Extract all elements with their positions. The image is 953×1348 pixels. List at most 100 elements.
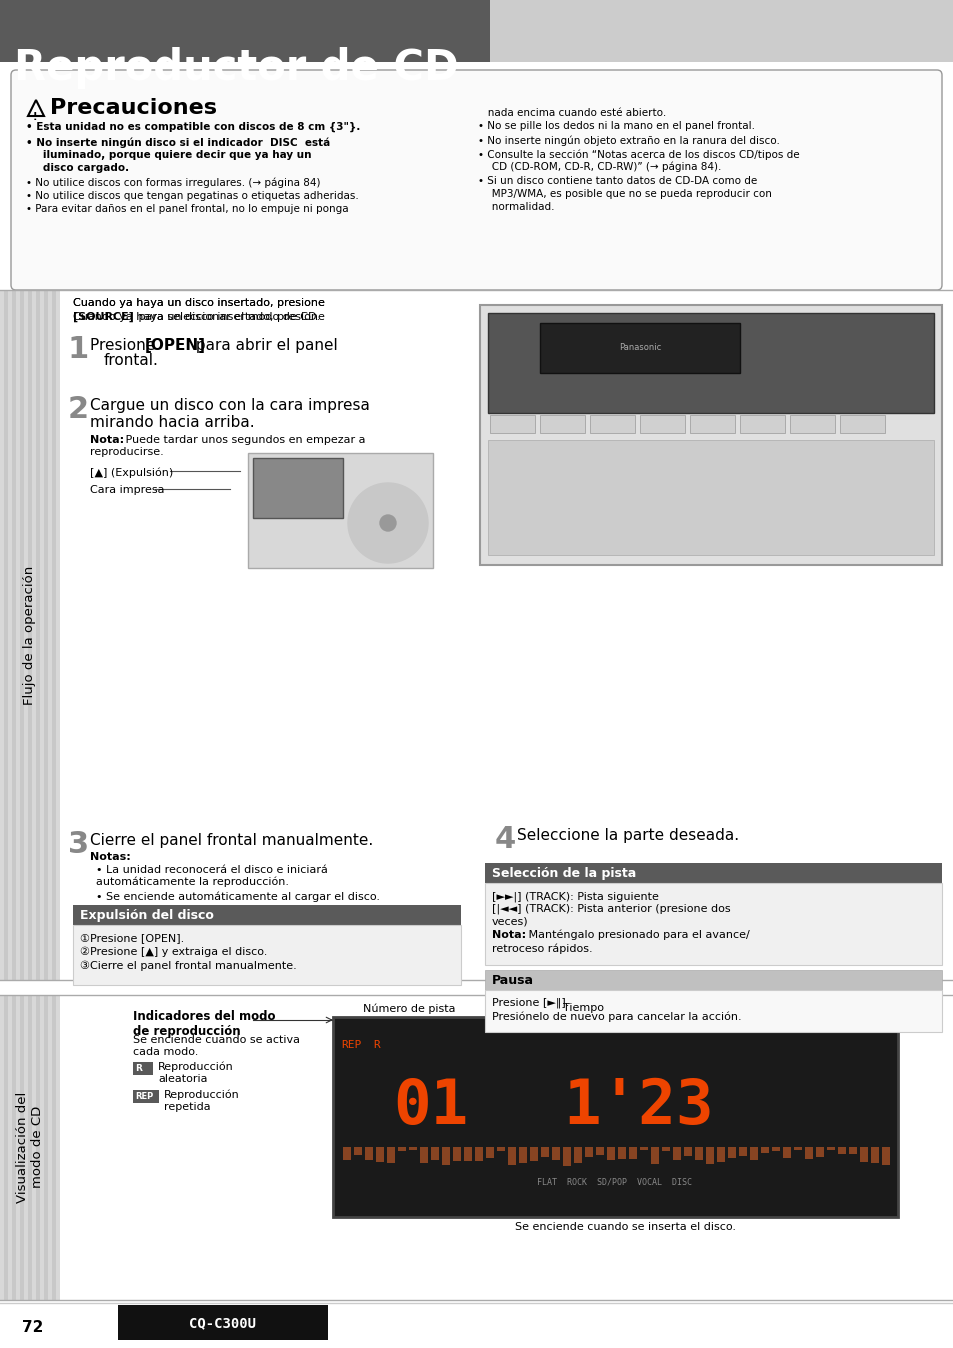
Text: Indicadores del modo
de reproducción: Indicadores del modo de reproducción — [132, 1010, 275, 1038]
Text: [▲] (Expulsión): [▲] (Expulsión) — [90, 466, 173, 477]
Text: 2: 2 — [68, 395, 89, 425]
FancyBboxPatch shape — [11, 70, 941, 290]
Bar — [8, 290, 12, 980]
Bar — [882, 1147, 889, 1153]
Bar — [32, 995, 36, 1299]
Bar — [837, 1147, 845, 1159]
Text: Expulsión del disco: Expulsión del disco — [80, 909, 213, 922]
Text: iluminado, porque quiere decir que ya hay un: iluminado, porque quiere decir que ya ha… — [32, 150, 312, 160]
Bar — [497, 1147, 504, 1155]
Text: para seleccionar el modo de CD.: para seleccionar el modo de CD. — [135, 311, 320, 322]
Text: Nota:: Nota: — [492, 930, 525, 940]
Bar — [705, 1147, 713, 1153]
Bar — [4, 995, 8, 1299]
Text: ③Cierre el panel frontal manualmente.: ③Cierre el panel frontal manualmente. — [80, 961, 296, 972]
Bar — [387, 1147, 395, 1155]
Text: Puede tardar unos segundos en empezar a: Puede tardar unos segundos en empezar a — [122, 435, 365, 445]
Bar — [0, 995, 4, 1299]
Text: reproducirse.: reproducirse. — [90, 448, 164, 457]
Text: Cuando ya haya un disco insertado, presione: Cuando ya haya un disco insertado, presi… — [73, 298, 325, 307]
Bar — [12, 290, 18, 980]
Text: Cuando ya haya un disco insertado, presione: Cuando ya haya un disco insertado, presi… — [73, 311, 325, 322]
Bar — [343, 1147, 351, 1154]
Text: Pausa: Pausa — [492, 975, 534, 987]
Bar — [253, 458, 343, 518]
Bar — [848, 1147, 856, 1154]
Bar — [52, 290, 56, 980]
Circle shape — [379, 515, 395, 531]
Bar — [52, 995, 56, 1299]
Text: Cuando ya haya un disco insertado, presione: Cuando ya haya un disco insertado, presi… — [73, 298, 325, 307]
Text: Se enciende cuando se inserta el disco.: Se enciende cuando se inserta el disco. — [515, 1223, 735, 1232]
Bar — [30, 290, 36, 980]
Text: Reproductor de CD: Reproductor de CD — [14, 47, 458, 89]
Bar — [539, 415, 584, 433]
Text: Cierre el panel frontal manualmente.: Cierre el panel frontal manualmente. — [90, 833, 373, 848]
Bar — [12, 995, 16, 1299]
Bar — [463, 1147, 472, 1150]
Text: Presione [►‖].: Presione [►‖]. — [492, 998, 569, 1008]
Text: frontal.: frontal. — [104, 353, 159, 368]
Bar — [20, 995, 24, 1299]
Bar — [44, 995, 48, 1299]
Bar — [574, 1147, 581, 1161]
Bar — [48, 290, 54, 980]
Bar — [248, 453, 433, 568]
Text: Visualización del
modo de CD: Visualización del modo de CD — [16, 1092, 44, 1202]
Bar — [539, 324, 740, 373]
Bar — [431, 1147, 438, 1161]
Bar — [36, 290, 42, 980]
Bar — [397, 1147, 406, 1154]
Text: Notas:: Notas: — [90, 852, 131, 861]
Bar — [54, 290, 60, 980]
Bar — [689, 415, 734, 433]
Bar — [132, 1091, 159, 1103]
Text: Seleccione la parte deseada.: Seleccione la parte deseada. — [517, 828, 739, 842]
Bar — [484, 863, 941, 883]
Bar — [0, 290, 60, 980]
Bar — [475, 1147, 482, 1155]
Bar — [118, 1305, 328, 1340]
Bar — [28, 995, 32, 1299]
Bar — [618, 1147, 625, 1161]
Bar — [73, 925, 460, 985]
Bar — [717, 1147, 724, 1159]
Text: para abrir el panel: para abrir el panel — [191, 338, 337, 353]
Text: R: R — [373, 1041, 379, 1050]
Bar — [771, 1147, 780, 1151]
Bar — [56, 290, 60, 980]
Bar — [530, 1147, 537, 1159]
Bar — [484, 989, 941, 1033]
Text: Presione: Presione — [90, 338, 160, 353]
Text: MP3/WMA, es posible que no se pueda reproducir con: MP3/WMA, es posible que no se pueda repr… — [481, 189, 771, 200]
Bar — [24, 290, 28, 980]
Text: REP: REP — [340, 1041, 361, 1050]
Bar — [375, 1147, 384, 1163]
Text: 1: 1 — [68, 336, 90, 364]
Text: Presiónelo de nuevo para cancelar la acción.: Presiónelo de nuevo para cancelar la acc… — [492, 1011, 740, 1022]
Bar — [804, 1147, 812, 1157]
Bar — [132, 1062, 152, 1074]
Text: • No se pille los dedos ni la mano en el panel frontal.: • No se pille los dedos ni la mano en el… — [477, 121, 754, 131]
Text: 4: 4 — [495, 825, 516, 855]
Bar — [739, 1147, 746, 1166]
Text: retroceso rápidos.: retroceso rápidos. — [492, 944, 592, 953]
Bar — [815, 1147, 823, 1157]
Bar — [793, 1147, 801, 1159]
Bar — [870, 1147, 878, 1159]
Text: Se enciende cuando se activa
cada modo.: Se enciende cuando se activa cada modo. — [132, 1035, 299, 1057]
Text: Manténgalo presionado para el avance/: Manténgalo presionado para el avance/ — [524, 930, 749, 941]
Bar — [490, 0, 953, 62]
Bar — [672, 1147, 680, 1159]
Bar — [695, 1147, 702, 1157]
Text: normalidad.: normalidad. — [481, 202, 554, 212]
Bar — [16, 290, 20, 980]
Text: FLAT  ROCK  SD/POP  VOCAL  DISC: FLAT ROCK SD/POP VOCAL DISC — [537, 1178, 692, 1186]
Bar — [36, 995, 40, 1299]
Bar — [484, 883, 941, 965]
Bar — [0, 290, 4, 980]
Bar — [28, 290, 32, 980]
Bar — [826, 1147, 834, 1161]
Bar — [44, 290, 48, 980]
Bar — [584, 1147, 593, 1153]
